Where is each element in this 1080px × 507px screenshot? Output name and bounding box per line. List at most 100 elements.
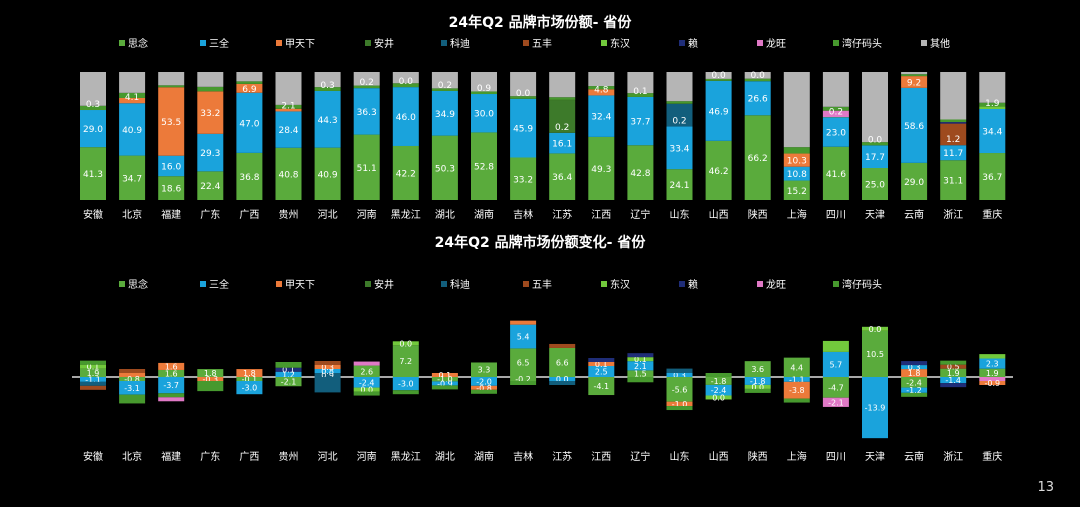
chart2-bar-segment-negative xyxy=(275,377,302,387)
chart1-data-label: 17.7 xyxy=(865,153,885,163)
chart2-data-label: 5.7 xyxy=(830,360,843,369)
chart2-data-label: 0.1 xyxy=(634,355,647,364)
chart2-bar-segment-positive xyxy=(314,365,341,369)
chart2-data-label: 0.3 xyxy=(673,371,686,380)
chart2-bar-segment-negative xyxy=(353,377,380,388)
chart2-legend-label: 安井 xyxy=(374,278,394,291)
chart1-bar-segment xyxy=(314,90,341,148)
chart1-category-label: 黑龙江 xyxy=(391,208,421,221)
chart1-data-label: 33.2 xyxy=(200,109,220,119)
chart2-bar-segment-negative xyxy=(80,377,106,382)
chart1-bar-segment xyxy=(119,97,146,104)
chart2-data-label: 1.2 xyxy=(282,370,295,379)
chart1-bar-segment xyxy=(158,87,185,156)
chart1-bar-segment xyxy=(392,72,419,84)
chart1-bar-segment xyxy=(588,136,615,200)
chart1-bar-segment xyxy=(979,106,1006,109)
chart1-bar-segment xyxy=(862,168,888,200)
chart1-bar-segment xyxy=(471,91,497,95)
chart1-bar-segment xyxy=(549,97,576,100)
chart2-category-label: 山西 xyxy=(709,451,729,463)
chart1-bar-segment xyxy=(197,86,224,92)
chart2-data-label: -1.1 xyxy=(789,375,805,384)
chart1-data-label: 0.9 xyxy=(477,84,492,94)
chart1-bar-segment xyxy=(392,87,419,146)
chart2-bar-segment-negative xyxy=(431,381,458,386)
chart2-data-label: -0.9 xyxy=(437,379,453,388)
chart1-bar-segment xyxy=(119,155,146,200)
chart2-bar-segment-positive xyxy=(275,371,302,377)
chart2-category-label: 湖北 xyxy=(435,451,455,463)
chart1-data-label: 0.0 xyxy=(516,89,531,99)
chart1-data-label: 31.1 xyxy=(943,177,963,187)
chart1-bar-segment xyxy=(431,72,458,89)
chart2-bar-segment-negative xyxy=(119,394,146,404)
chart1-legend-label: 安井 xyxy=(374,37,394,50)
chart1-bar-segment xyxy=(901,72,928,75)
chart1-bar-segment xyxy=(275,104,302,109)
chart2-bar-segment-negative xyxy=(744,377,771,385)
chart1-category-label: 江西 xyxy=(591,209,611,221)
chart1-legend-swatch xyxy=(200,40,206,46)
chart1-bar-segment xyxy=(549,100,576,133)
chart1-bar-segment xyxy=(862,145,888,168)
chart1-data-label: 10.3 xyxy=(787,157,807,167)
chart2-category-label: 湖南 xyxy=(474,450,494,463)
chart1-data-label: 0.2 xyxy=(360,78,374,88)
chart1-data-label: 0.0 xyxy=(868,135,883,145)
chart1-data-label: 0.3 xyxy=(86,100,100,110)
chart2-data-label: -2.4 xyxy=(906,378,922,387)
chart2-legend-label: 五丰 xyxy=(532,278,552,291)
page-number: 13 xyxy=(1037,480,1054,495)
chart1-bar-segment xyxy=(901,87,928,163)
chart2-category-label: 重庆 xyxy=(982,450,1002,463)
chart2-data-label: -2.0 xyxy=(476,377,492,386)
chart1-legend-swatch xyxy=(276,40,282,46)
chart2-title: 24年Q2 品牌市场份额变化- 省份 xyxy=(435,234,647,251)
chart1-data-label: 4.1 xyxy=(125,93,139,103)
chart2-bar-segment-positive xyxy=(236,369,263,377)
chart2-bar-segment-negative xyxy=(236,381,263,395)
chart1-bar-segment xyxy=(940,119,967,123)
chart2-data-label: -3.8 xyxy=(789,386,805,395)
chart2-data-label: 2.3 xyxy=(986,360,999,369)
chart2-bar-segment-positive xyxy=(627,370,654,377)
chart2-data-label: 0.3 xyxy=(908,363,921,372)
chart2-data-label: 0.0 xyxy=(712,393,725,402)
chart2-data-label: 4.4 xyxy=(790,363,803,372)
chart2-category-label: 上海 xyxy=(787,450,807,463)
chart2-category-label: 云南 xyxy=(904,450,924,463)
chart1-data-label: 40.9 xyxy=(318,170,338,180)
chart1-bar-segment xyxy=(275,108,302,112)
chart1-legend-swatch xyxy=(523,40,529,46)
chart2-legend-swatch xyxy=(757,281,763,287)
chart1-bar-segment xyxy=(744,72,771,79)
chart1-data-label: 58.6 xyxy=(904,122,924,132)
chart2-bar-segment-negative xyxy=(901,387,928,393)
chart1-bar-segment xyxy=(901,74,928,77)
chart1-bar-segment xyxy=(822,106,849,111)
chart1-bar-segment xyxy=(862,72,888,143)
chart2-bar-segment-negative xyxy=(197,377,224,381)
chart1-category-label: 安徽 xyxy=(83,208,103,221)
chart2-bar-segment-negative xyxy=(197,381,224,392)
chart1-bar-segment xyxy=(158,72,185,86)
chart1-bar-segment xyxy=(80,110,106,148)
chart1-legend-label: 三全 xyxy=(209,37,229,50)
chart1-data-label: 15.2 xyxy=(787,187,807,197)
chart1-data-label: 36.3 xyxy=(357,108,377,118)
chart1-data-label: 2.1 xyxy=(281,101,295,111)
chart1-category-label: 山西 xyxy=(709,209,729,221)
chart1-legend-label: 赖 xyxy=(688,38,698,50)
chart2-data-label: -0.3 xyxy=(202,375,218,384)
chart1-bar-segment xyxy=(431,88,458,91)
chart1-bar-segment xyxy=(236,152,263,200)
chart2-data-label: -2.1 xyxy=(281,378,297,387)
chart2-bar-segment-positive xyxy=(862,326,888,331)
chart2-legend-swatch xyxy=(200,281,206,287)
chart2-legend-swatch xyxy=(523,281,529,287)
chart2-data-label: 0.3 xyxy=(321,363,334,372)
chart2-bar-segment-positive xyxy=(627,353,654,358)
chart2-data-label: 1.8 xyxy=(243,369,256,378)
chart1-legend-label: 五丰 xyxy=(532,37,552,50)
